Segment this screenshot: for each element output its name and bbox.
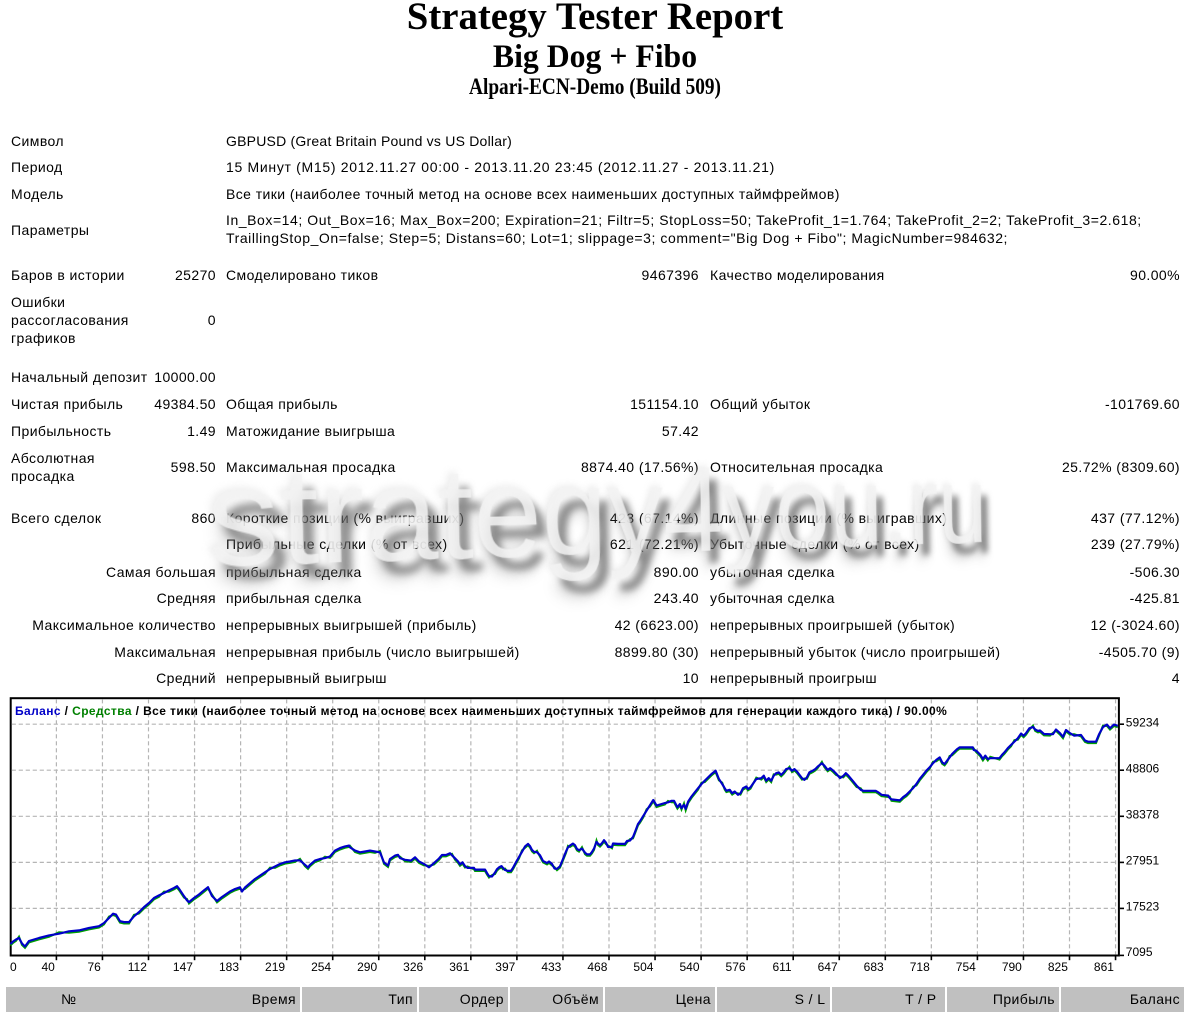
svg-text:7095: 7095 [1126,945,1153,959]
svg-text:27951: 27951 [1126,854,1160,868]
svg-text:683: 683 [864,960,884,974]
svg-text:576: 576 [726,960,746,974]
svg-text:754: 754 [956,960,976,974]
svg-text:326: 326 [403,960,423,974]
svg-text:433: 433 [541,960,561,974]
svg-text:540: 540 [679,960,699,974]
svg-text:40: 40 [41,960,55,974]
svg-text:718: 718 [910,960,930,974]
svg-text:290: 290 [357,960,377,974]
svg-text:183: 183 [219,960,239,974]
svg-text:397: 397 [495,960,515,974]
svg-text:59234: 59234 [1126,715,1160,729]
svg-text:38378: 38378 [1126,808,1160,822]
svg-text:Баланс / Средства / Все тики (: Баланс / Средства / Все тики (наиболее т… [15,704,947,718]
svg-text:468: 468 [587,960,607,974]
svg-text:112: 112 [128,960,147,974]
svg-text:790: 790 [1002,960,1022,974]
svg-text:219: 219 [265,960,285,974]
svg-text:504: 504 [633,960,653,974]
svg-text:147: 147 [173,960,193,974]
svg-text:254: 254 [311,960,331,974]
svg-text:861: 861 [1094,960,1114,974]
svg-text:361: 361 [449,960,469,974]
svg-text:611: 611 [772,960,791,974]
svg-text:76: 76 [87,960,101,974]
svg-text:647: 647 [818,960,838,974]
svg-text:17523: 17523 [1126,900,1160,914]
svg-text:825: 825 [1048,960,1068,974]
svg-text:0: 0 [10,960,17,974]
svg-text:48806: 48806 [1126,762,1160,776]
